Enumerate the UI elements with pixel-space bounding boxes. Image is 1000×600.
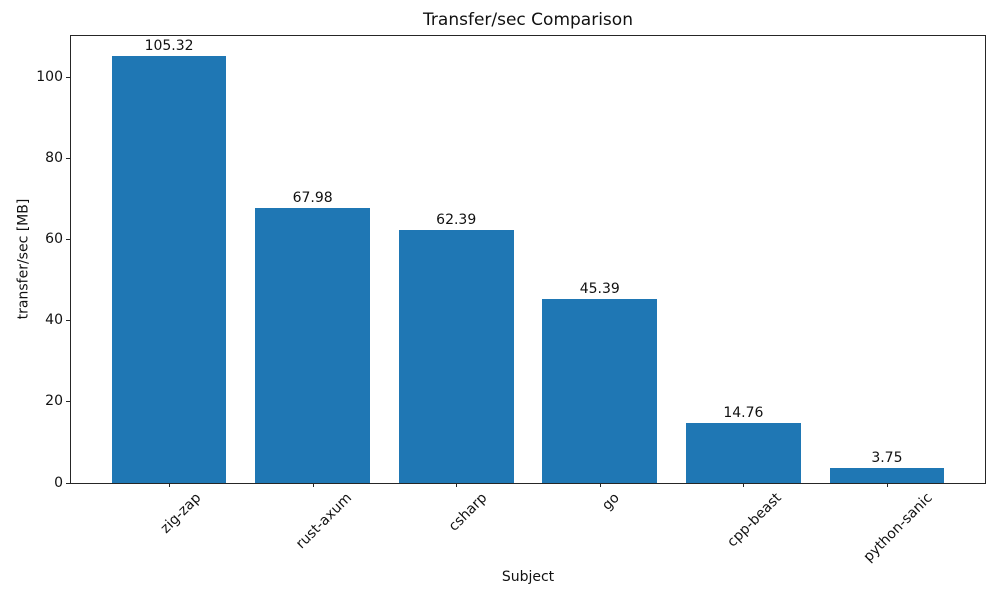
x-tick-mark <box>456 483 458 487</box>
chart-title: Transfer/sec Comparison <box>423 10 633 30</box>
y-tick-label: 60 <box>45 231 63 248</box>
x-tick-label: zig-zap <box>157 490 205 537</box>
x-tick-label: csharp <box>445 490 491 535</box>
y-tick-label: 80 <box>45 150 63 167</box>
x-tick-label: rust-axum <box>293 490 356 553</box>
bar <box>255 207 371 483</box>
y-tick-mark <box>66 239 70 241</box>
y-tick-mark <box>66 158 70 160</box>
bar-value-label: 3.75 <box>871 449 903 466</box>
y-tick-label: 0 <box>54 474 63 491</box>
bar <box>829 467 945 483</box>
y-tick-label: 20 <box>45 393 63 410</box>
y-axis-label: transfer/sec [MB] <box>15 198 32 320</box>
bar <box>111 56 227 483</box>
bar <box>542 299 658 483</box>
x-tick-label: cpp-beast <box>724 490 786 551</box>
y-tick-label: 100 <box>36 69 63 86</box>
bar-value-label: 67.98 <box>292 189 333 206</box>
y-tick-mark <box>66 482 70 484</box>
x-tick-mark <box>599 483 601 487</box>
x-tick-mark <box>743 483 745 487</box>
y-tick-mark <box>66 320 70 322</box>
y-tick-label: 40 <box>45 312 63 329</box>
x-tick-label: python-sanic <box>860 490 937 566</box>
x-axis-label: Subject <box>501 569 555 585</box>
bar <box>398 230 514 483</box>
bar-value-label: 62.39 <box>436 212 477 229</box>
x-tick-mark <box>169 483 171 487</box>
bar-value-label: 14.76 <box>723 405 764 422</box>
bar-value-label: 105.32 <box>144 38 194 55</box>
bar-value-label: 45.39 <box>579 281 620 298</box>
x-tick-mark <box>886 483 888 487</box>
x-tick-mark <box>312 483 314 487</box>
y-tick-mark <box>66 401 70 403</box>
bar <box>685 423 801 483</box>
x-tick-label: go <box>599 490 624 514</box>
y-tick-mark <box>66 77 70 79</box>
